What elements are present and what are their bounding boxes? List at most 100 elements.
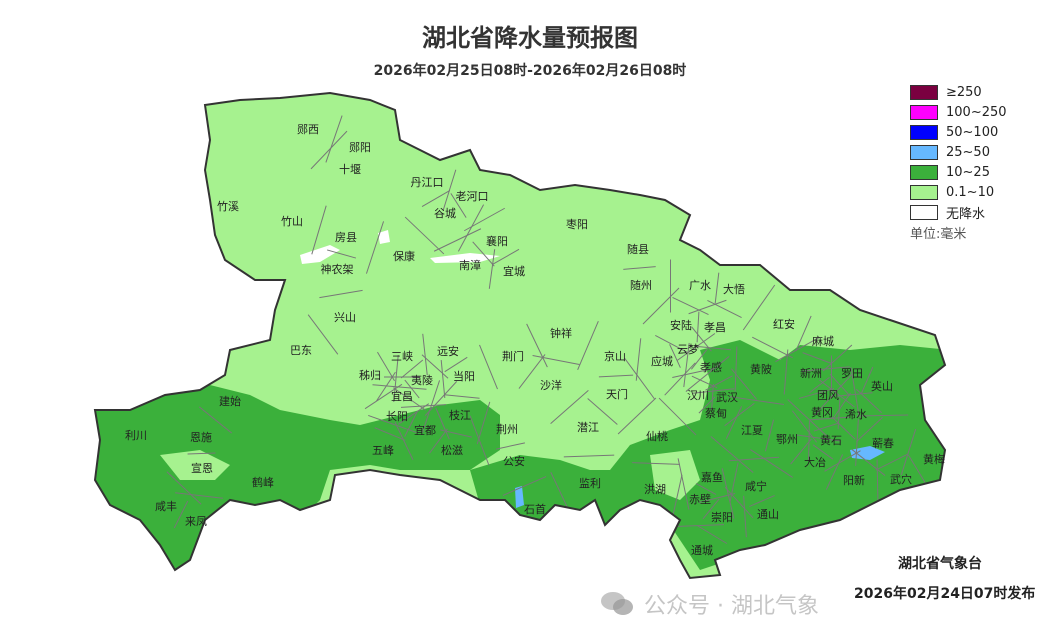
county-boundary — [721, 468, 735, 519]
legend-swatch — [910, 84, 938, 100]
county-boundary — [734, 346, 738, 392]
county-boundary — [429, 428, 448, 454]
county-label: 蕲春 — [872, 437, 894, 450]
county-boundary — [825, 454, 844, 490]
county-boundary — [577, 321, 599, 370]
county-boundary — [876, 459, 879, 502]
county-boundary — [502, 476, 547, 496]
county-boundary — [422, 333, 428, 376]
county-boundary — [728, 456, 780, 462]
county-boundary — [632, 462, 680, 465]
county-boundary — [457, 204, 485, 252]
county-label: 利川 — [125, 429, 147, 442]
legend-unit: 单位:毫米 — [910, 227, 967, 242]
county-label: 洪湖 — [644, 482, 666, 496]
county-label: 武穴 — [890, 472, 912, 486]
county-label: 江夏 — [741, 424, 763, 437]
county-boundary — [835, 392, 873, 397]
county-boundary — [676, 333, 716, 361]
county-boundary — [683, 342, 690, 388]
county-boundary — [798, 388, 835, 399]
legend-swatch — [910, 124, 938, 140]
county-boundary — [491, 248, 520, 266]
county-boundary — [476, 401, 491, 445]
county-label: 长阳 — [386, 410, 408, 423]
county-boundary — [404, 411, 418, 437]
county-label: 京山 — [604, 349, 626, 363]
county-label: 荆州 — [496, 423, 518, 436]
county-label: 石首 — [524, 502, 546, 516]
rain-area-light-patch — [650, 450, 700, 500]
county-boundary — [404, 216, 445, 255]
county-boundary — [787, 399, 828, 437]
county-boundary — [752, 336, 793, 359]
county-boundary — [698, 396, 716, 414]
county-boundary — [724, 402, 755, 427]
county-boundary — [743, 495, 747, 538]
county-boundary — [472, 241, 495, 267]
county-label: 蔡甸 — [705, 407, 727, 420]
county-boundary — [175, 492, 223, 499]
county-boundary — [672, 296, 709, 316]
county-boundary — [829, 373, 851, 397]
county-boundary — [822, 344, 853, 372]
county-boundary — [724, 486, 754, 519]
county-boundary — [400, 359, 424, 379]
county-boundary — [819, 379, 855, 408]
county-boundary — [310, 130, 348, 170]
county-boundary — [440, 429, 472, 438]
county-boundary — [824, 450, 861, 472]
issued-time: 2026年02月24日07时发布 — [854, 586, 1036, 602]
county-boundary — [372, 384, 427, 390]
county-label: 恩施 — [190, 431, 212, 444]
county-boundary — [749, 495, 775, 507]
no-rain-area — [378, 230, 390, 244]
county-boundary — [851, 449, 886, 476]
county-boundary — [319, 289, 363, 299]
county-boundary — [691, 348, 708, 370]
county-boundaries — [166, 115, 927, 544]
county-label: 通城 — [691, 544, 713, 557]
county-boundary — [795, 434, 842, 442]
county-label: 鹤峰 — [252, 475, 274, 489]
county-boundary — [702, 498, 720, 520]
legend-swatch — [910, 204, 938, 220]
legend-swatch — [910, 104, 938, 120]
legend: ≥250 100~250 50~100 25~50 10~25 0.1~10 无降水 单位:… — [910, 82, 1007, 242]
county-boundary — [837, 398, 841, 430]
county-boundary — [444, 394, 480, 399]
county-label: 崇阳 — [711, 511, 733, 524]
county-boundary — [688, 299, 727, 315]
county-label: 三峡 — [391, 349, 413, 363]
legend-label: 0.1~10 — [946, 184, 995, 200]
county-label: 黄冈 — [811, 405, 833, 419]
county-label: 广水 — [689, 279, 711, 292]
county-label: 浠水 — [845, 407, 867, 421]
county-label: 宣恩 — [191, 461, 213, 475]
legend-label: 无降水 — [946, 206, 986, 222]
county-boundary — [393, 355, 399, 402]
legend-label: 25~50 — [946, 144, 990, 160]
county-label: 来凤 — [185, 515, 207, 528]
legend-item: 无降水 — [910, 202, 1007, 222]
county-label: 夷陵 — [411, 374, 433, 387]
county-label: 武汉 — [716, 391, 738, 404]
legend-label: 10~25 — [946, 164, 990, 180]
county-label: 荆门 — [502, 349, 524, 363]
county-label: 南漳 — [459, 258, 481, 272]
county-boundary — [692, 388, 735, 394]
county-boundary — [325, 115, 343, 163]
county-boundary — [518, 354, 546, 389]
county-label: 咸丰 — [155, 500, 177, 513]
county-label: 郧阳 — [349, 141, 371, 154]
county-boundary — [397, 403, 430, 425]
county-label: 大悟 — [723, 282, 745, 296]
county-label: 孝昌 — [704, 321, 726, 334]
county-boundary — [376, 371, 396, 402]
county-boundary — [187, 452, 216, 455]
rain-area-light-patch — [555, 415, 610, 455]
county-label: 宜都 — [414, 423, 436, 437]
county-boundary — [526, 323, 548, 368]
county-boundary — [725, 406, 743, 439]
county-boundary — [311, 205, 327, 255]
